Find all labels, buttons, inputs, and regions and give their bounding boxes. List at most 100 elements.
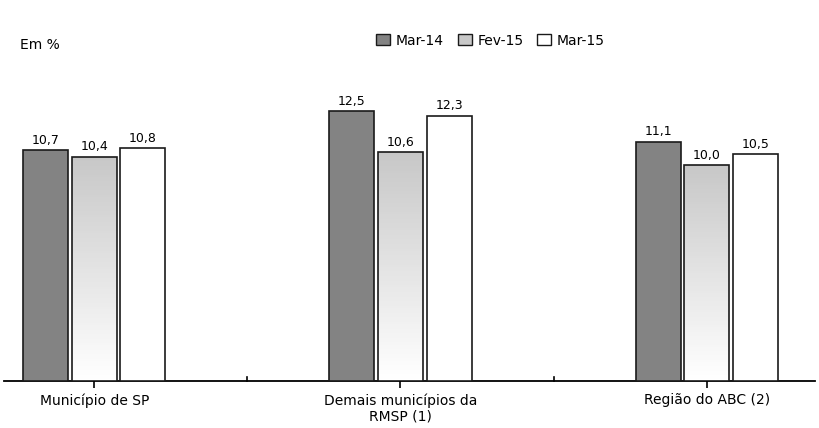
Bar xyxy=(684,245,729,247)
Bar xyxy=(378,258,423,260)
Bar xyxy=(72,244,117,247)
Bar xyxy=(72,309,117,312)
Bar xyxy=(684,230,729,232)
Bar xyxy=(378,161,423,164)
Bar xyxy=(378,187,423,189)
Bar xyxy=(72,163,117,166)
Bar xyxy=(684,193,729,196)
Bar xyxy=(684,327,729,330)
Bar xyxy=(684,235,729,237)
Bar xyxy=(684,267,729,269)
Bar xyxy=(684,286,729,288)
Bar xyxy=(684,239,729,241)
Bar xyxy=(378,221,423,223)
Bar xyxy=(72,157,117,381)
Bar xyxy=(684,379,729,381)
Bar xyxy=(378,210,423,212)
Bar xyxy=(378,205,423,207)
Bar xyxy=(72,316,117,318)
Bar xyxy=(684,256,729,258)
Bar xyxy=(72,368,117,370)
Bar xyxy=(733,155,778,381)
Bar xyxy=(72,235,117,238)
Bar xyxy=(684,189,729,191)
Bar xyxy=(684,169,729,172)
Bar xyxy=(378,379,423,381)
Bar xyxy=(72,240,117,242)
Bar xyxy=(684,196,729,198)
Bar xyxy=(72,291,117,294)
Bar xyxy=(684,371,729,373)
Text: 12,3: 12,3 xyxy=(436,99,463,112)
Bar xyxy=(72,256,117,258)
Bar xyxy=(72,247,117,249)
Bar xyxy=(72,199,117,202)
Bar xyxy=(378,281,423,283)
Bar xyxy=(378,345,423,347)
Bar xyxy=(378,262,423,265)
Bar xyxy=(378,283,423,285)
Bar xyxy=(72,157,117,159)
Bar xyxy=(72,327,117,330)
Bar xyxy=(684,219,729,221)
Bar xyxy=(684,310,729,312)
Bar xyxy=(378,242,423,244)
Bar xyxy=(684,291,729,293)
Bar xyxy=(378,374,423,377)
Bar xyxy=(72,285,117,287)
Bar xyxy=(72,166,117,168)
Bar xyxy=(378,152,423,155)
Bar xyxy=(72,269,117,271)
Bar xyxy=(684,185,729,187)
Bar xyxy=(72,312,117,314)
Bar xyxy=(378,265,423,267)
Bar xyxy=(378,182,423,184)
Bar xyxy=(684,351,729,353)
Bar xyxy=(684,213,729,215)
Bar xyxy=(72,374,117,377)
Bar xyxy=(684,208,729,211)
Bar xyxy=(329,111,374,381)
Bar xyxy=(378,317,423,319)
Bar xyxy=(378,331,423,333)
Bar xyxy=(72,354,117,357)
Bar xyxy=(72,253,117,256)
Bar xyxy=(72,190,117,193)
Bar xyxy=(684,373,729,375)
Bar xyxy=(378,251,423,253)
Bar xyxy=(684,278,729,280)
Bar xyxy=(72,258,117,260)
Bar xyxy=(378,292,423,294)
Bar xyxy=(72,181,117,184)
Bar xyxy=(378,152,423,381)
Bar xyxy=(378,322,423,324)
Bar xyxy=(378,196,423,198)
Bar xyxy=(684,312,729,314)
Bar xyxy=(378,361,423,363)
Bar xyxy=(378,290,423,292)
Bar xyxy=(378,249,423,251)
Bar xyxy=(378,155,423,157)
Bar xyxy=(684,269,729,271)
Bar xyxy=(72,193,117,195)
Text: 10,6: 10,6 xyxy=(387,136,414,149)
Bar xyxy=(378,159,423,161)
Bar xyxy=(72,206,117,208)
Bar xyxy=(72,348,117,350)
Bar xyxy=(378,193,423,196)
Bar xyxy=(684,258,729,260)
Bar xyxy=(378,351,423,354)
Bar xyxy=(684,349,729,351)
Bar xyxy=(684,226,729,228)
Bar xyxy=(684,202,729,204)
Bar xyxy=(378,347,423,349)
Bar xyxy=(72,188,117,190)
Bar xyxy=(378,338,423,340)
Bar xyxy=(378,349,423,351)
Bar xyxy=(378,230,423,232)
Bar xyxy=(684,345,729,347)
Bar xyxy=(378,333,423,336)
Bar xyxy=(684,215,729,217)
Bar xyxy=(72,217,117,220)
Bar xyxy=(72,242,117,244)
